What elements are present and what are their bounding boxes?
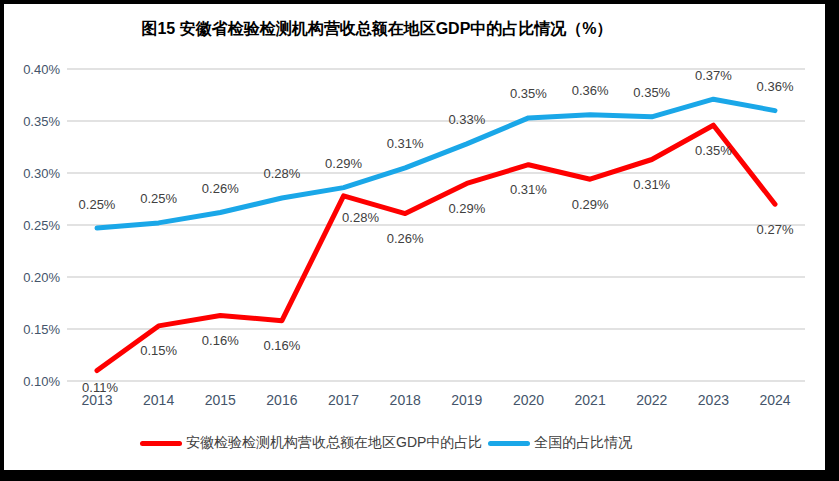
data-label: 0.36% [757, 79, 794, 94]
data-label: 0.31% [633, 177, 670, 192]
y-tick-label: 0.25% [23, 218, 60, 233]
legend-label-anhui: 安徽检验检测机构营收总额在地区GDP中的占比 [186, 434, 482, 452]
frame-border-top [0, 0, 839, 4]
x-tick-label: 2023 [698, 392, 729, 408]
legend-line-swatch-blue [488, 441, 530, 446]
data-label: 0.31% [387, 136, 424, 151]
data-label: 0.33% [448, 112, 485, 127]
y-tick-label: 0.40% [23, 62, 60, 77]
frame-border-right [825, 0, 839, 481]
data-label: 0.35% [510, 86, 547, 101]
data-label: 0.29% [448, 201, 485, 216]
data-label: 0.35% [633, 85, 670, 100]
data-label: 0.16% [202, 333, 239, 348]
data-label: 0.28% [263, 166, 300, 181]
x-tick-label: 2021 [575, 392, 606, 408]
x-tick-label: 2016 [266, 392, 297, 408]
chart-title: 图15 安徽省检验检测机构营收总额在地区GDP中的占比情况（%） [141, 19, 612, 40]
line-chart-figure: 0.40%0.35%0.30%0.25%0.20%0.15%0.10%20132… [0, 0, 839, 481]
x-tick-label: 2014 [143, 392, 174, 408]
y-tick-label: 0.30% [23, 166, 60, 181]
data-label: 0.16% [263, 338, 300, 353]
data-label: 0.25% [79, 197, 116, 212]
data-label: 0.31% [510, 182, 547, 197]
x-tick-label: 2017 [328, 392, 359, 408]
legend-label-national: 全国的占比情况 [534, 434, 632, 452]
y-tick-label: 0.35% [23, 114, 60, 129]
data-label: 0.11% [82, 380, 118, 395]
y-tick-label: 0.10% [23, 374, 60, 389]
data-label: 0.36% [572, 83, 609, 98]
x-tick-label: 2015 [205, 392, 236, 408]
data-label: 0.29% [325, 156, 362, 171]
x-tick-label: 2022 [636, 392, 667, 408]
data-label: 0.15% [140, 343, 177, 358]
y-tick-label: 0.20% [23, 270, 60, 285]
data-label: 0.35% [695, 143, 732, 158]
legend-line-swatch-red [140, 441, 182, 446]
data-label: 0.37% [695, 68, 732, 83]
frame-border-left [0, 0, 4, 481]
y-tick-label: 0.15% [23, 322, 60, 337]
data-label: 0.28% [342, 210, 379, 225]
data-label: 0.27% [757, 222, 794, 237]
legend: 安徽检验检测机构营收总额在地区GDP中的占比 全国的占比情况 [140, 434, 638, 452]
frame-border-bottom [0, 470, 839, 481]
data-label: 0.26% [202, 181, 239, 196]
data-label: 0.26% [387, 231, 424, 246]
x-tick-label: 2020 [513, 392, 544, 408]
x-tick-label: 2024 [759, 392, 790, 408]
plot-area: 0.40%0.35%0.30%0.25%0.20%0.15%0.10%20132… [0, 0, 839, 481]
data-label: 0.25% [140, 191, 177, 206]
x-tick-label: 2019 [451, 392, 482, 408]
data-label: 0.29% [572, 197, 609, 212]
x-tick-label: 2018 [390, 392, 421, 408]
